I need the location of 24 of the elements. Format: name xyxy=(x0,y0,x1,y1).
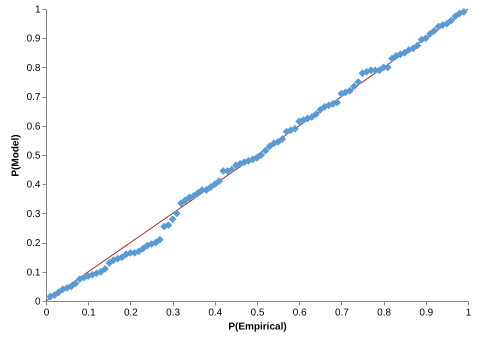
x-tick-label: 1 xyxy=(466,308,472,318)
x-tick-label: 0 xyxy=(44,308,50,318)
y-axis-title: P(Model) xyxy=(10,134,22,177)
x-tick-label: 0.1 xyxy=(82,308,96,318)
x-tick-label: 0.5 xyxy=(250,308,265,318)
x-tick-label: 0.4 xyxy=(208,308,223,318)
y-tick-label: 0.3 xyxy=(26,208,41,220)
x-tick-label: 0.7 xyxy=(334,308,350,318)
y-tick-label: 0.2 xyxy=(26,238,41,250)
y-tick-label: 0.1 xyxy=(26,267,41,278)
x-tick-label: 0.3 xyxy=(166,308,180,318)
y-tick-label: 0.5 xyxy=(26,150,41,162)
x-tick-label: 0.6 xyxy=(292,308,308,318)
x-axis-title: P(Empirical) xyxy=(228,322,287,332)
y-tick-label: 0.9 xyxy=(26,34,41,45)
y-tick-label: 0.7 xyxy=(26,92,41,104)
y-tick-label: 0 xyxy=(34,296,41,308)
x-tick-label: 0.8 xyxy=(377,308,392,318)
x-tick-label: 0.9 xyxy=(419,308,434,318)
y-tick-label: 0.6 xyxy=(26,121,41,132)
y-tick-label: 0.4 xyxy=(26,180,41,191)
y-tick-label: 1 xyxy=(34,4,41,16)
y-tick-label: 0.8 xyxy=(26,62,41,74)
x-tick-label: 0.2 xyxy=(124,308,138,318)
